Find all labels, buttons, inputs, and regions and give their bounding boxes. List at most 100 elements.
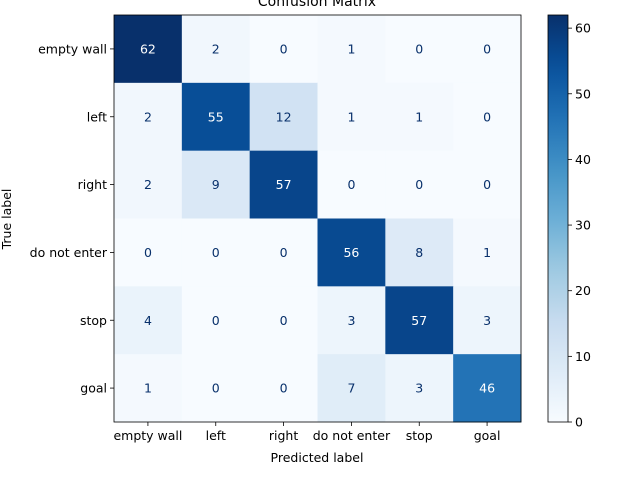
heatmap-cell-label: 56 [343, 245, 359, 260]
heatmap-cell [317, 150, 386, 219]
heatmap-cell-label: 3 [483, 313, 491, 328]
heatmap-cell-label: 62 [140, 41, 156, 56]
heatmap-cell [453, 15, 522, 84]
colorbar-tick-label: 50 [575, 86, 591, 101]
heatmap-cell [385, 15, 454, 84]
heatmap-cell-label: 3 [415, 381, 423, 396]
heatmap-cell [385, 354, 454, 423]
heatmap-cell-label: 0 [212, 381, 220, 396]
y-tick-label: left [87, 109, 107, 124]
heatmap-cell [181, 218, 251, 287]
heatmap-cell-label: 1 [415, 109, 423, 124]
heatmap-cell [114, 15, 183, 84]
heatmap-cell-label: 0 [212, 245, 220, 260]
heatmap-cell [385, 218, 454, 287]
heatmap-cell [249, 150, 318, 219]
x-tick-label: left [206, 428, 226, 443]
heatmap-cell [453, 82, 522, 152]
heatmap-cell-label: 0 [280, 245, 288, 260]
heatmap-cell-label: 2 [144, 177, 152, 192]
heatmap-cell-label: 0 [280, 313, 288, 328]
heatmap-cell [317, 286, 386, 355]
heatmap-cell-label: 0 [415, 41, 423, 56]
x-tick-label: goal [474, 428, 501, 443]
heatmap-cell [114, 354, 183, 423]
heatmap-cell [385, 150, 454, 219]
colorbar-tick-label: 10 [575, 349, 591, 364]
heatmap-cell [317, 218, 386, 287]
heatmap-cell-label: 0 [415, 177, 423, 192]
heatmap-cell [453, 354, 522, 423]
colorbar-ticks: 0 10 20 30 40 50 60 [568, 21, 591, 430]
x-tick-label: do not enter [313, 428, 391, 443]
heatmap-cell [453, 218, 522, 287]
x-tick-label: empty wall [113, 428, 182, 443]
x-axis-ticks: empty wall left right do not enter stop goal [113, 422, 500, 443]
heatmap-cell-label: 9 [212, 177, 220, 192]
heatmap-cell-label: 1 [347, 41, 355, 56]
heatmap-cell [385, 82, 454, 152]
heatmap-cell-label: 3 [347, 313, 355, 328]
colorbar-tick-label: 0 [575, 415, 583, 430]
heatmap-cell [453, 150, 522, 219]
heatmap-cell-label: 0 [347, 177, 355, 192]
plot-frame [113, 14, 522, 423]
heatmap-cell-label: 0 [483, 109, 491, 124]
heatmap-cell-label: 1 [347, 109, 355, 124]
colorbar-tick-label: 60 [575, 21, 591, 36]
colorbar [547, 14, 569, 423]
heatmap-cell [181, 150, 251, 219]
y-tick-label: do not enter [30, 245, 108, 260]
heatmap-cell-label: 8 [415, 245, 423, 260]
heatmap-cell [317, 354, 386, 423]
colorbar-tick-label: 20 [575, 283, 591, 298]
heatmap-cell [249, 82, 318, 152]
y-tick-label: stop [80, 313, 107, 328]
x-tick-label: right [269, 428, 298, 443]
heatmap-cell-label: 1 [483, 245, 491, 260]
colorbar-tick-label: 30 [575, 218, 591, 233]
heatmap-cell-label: 2 [144, 109, 152, 124]
heatmap-cell-label: 57 [411, 313, 427, 328]
heatmap-cell [453, 286, 522, 355]
y-axis-label: True label [0, 189, 14, 251]
y-tick-label: empty wall [38, 41, 107, 56]
heatmap-cell-label: 46 [479, 381, 495, 396]
heatmap-cell [114, 82, 183, 152]
heatmap-cell [249, 218, 318, 287]
heatmap-cell [181, 354, 251, 423]
heatmap-cell [249, 286, 318, 355]
heatmap-cell-label: 12 [276, 109, 292, 124]
heatmap-cell [249, 15, 318, 84]
y-tick-label: right [78, 177, 107, 192]
heatmap-cell [181, 82, 251, 152]
heatmap-cell-label: 55 [208, 109, 224, 124]
y-tick-label: goal [80, 381, 107, 396]
chart-title: Confusion Matrix [258, 0, 376, 10]
heatmap-cell-label: 0 [280, 381, 288, 396]
heatmap-cells [114, 15, 522, 423]
colorbar-tick-label: 40 [575, 152, 591, 167]
heatmap-cell-label: 57 [276, 177, 292, 192]
heatmap-cell [181, 15, 251, 84]
x-tick-label: stop [406, 428, 433, 443]
heatmap-cell-label: 1 [144, 381, 152, 396]
heatmap-cell [114, 218, 183, 287]
heatmap-cell-label: 0 [483, 177, 491, 192]
heatmap-cell [385, 286, 454, 355]
heatmap-cell-label: 0 [483, 41, 491, 56]
heatmap-cell-label: 0 [144, 245, 152, 260]
x-axis-label: Predicted label [271, 450, 364, 465]
y-axis-ticks: empty wall left right do not enter stop goal [30, 41, 114, 396]
heatmap-cell-label: 4 [144, 313, 152, 328]
heatmap-cell [317, 82, 386, 152]
heatmap-cell [317, 15, 386, 84]
heatmap-cell [181, 286, 251, 355]
heatmap-cell-label: 7 [347, 381, 355, 396]
heatmap-cell-label: 0 [280, 41, 288, 56]
heatmap-cell-label: 0 [212, 313, 220, 328]
heatmap-cell-label: 2 [212, 41, 220, 56]
heatmap-cell [114, 286, 183, 355]
heatmap-cell [114, 150, 183, 219]
